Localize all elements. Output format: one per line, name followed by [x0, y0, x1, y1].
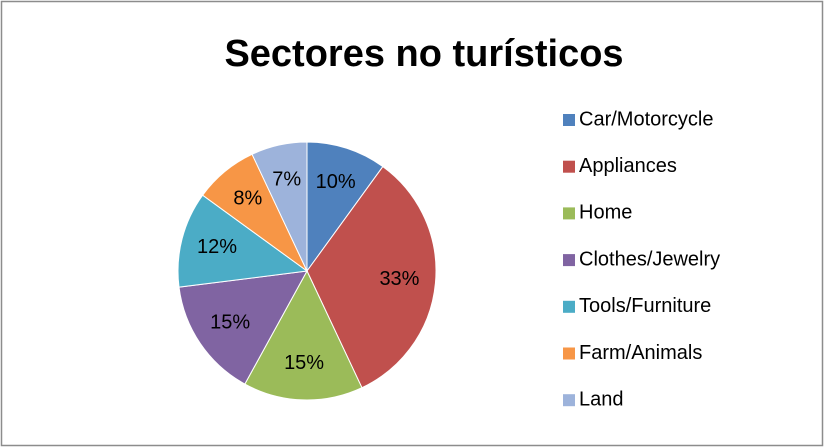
pie-slice — [306, 141, 384, 273]
pie-slice — [178, 270, 308, 385]
data-label: 10% — [316, 171, 356, 193]
legend-label: Land — [579, 388, 624, 410]
legend-swatch — [563, 114, 575, 126]
legend-swatch — [563, 160, 575, 173]
data-label: 15% — [210, 311, 250, 333]
legend-swatch — [563, 207, 575, 220]
legend-swatch — [563, 300, 575, 313]
legend-label: Car/Motorcycle — [579, 108, 713, 130]
data-label: 7% — [272, 169, 301, 191]
legend-swatch — [563, 254, 575, 267]
legend-label: Home — [579, 202, 632, 224]
legend-swatch — [563, 347, 575, 360]
pie-slice — [306, 165, 437, 389]
data-label: 8% — [233, 188, 262, 210]
legend-label: Clothes/Jewelry — [579, 248, 720, 270]
data-label: 15% — [284, 352, 324, 374]
pie-slice — [244, 269, 363, 401]
pie-slice — [251, 141, 308, 272]
data-label: 12% — [197, 236, 237, 258]
chart-title: Sectores no turísticos — [224, 33, 623, 75]
data-label: 33% — [379, 268, 419, 290]
legend-swatch — [563, 394, 575, 407]
legend-label: Appliances — [579, 155, 677, 177]
legend-label: Farm/Animals — [579, 342, 702, 364]
pie-slice — [177, 194, 309, 288]
legend-label: Tools/Furniture — [579, 295, 711, 317]
